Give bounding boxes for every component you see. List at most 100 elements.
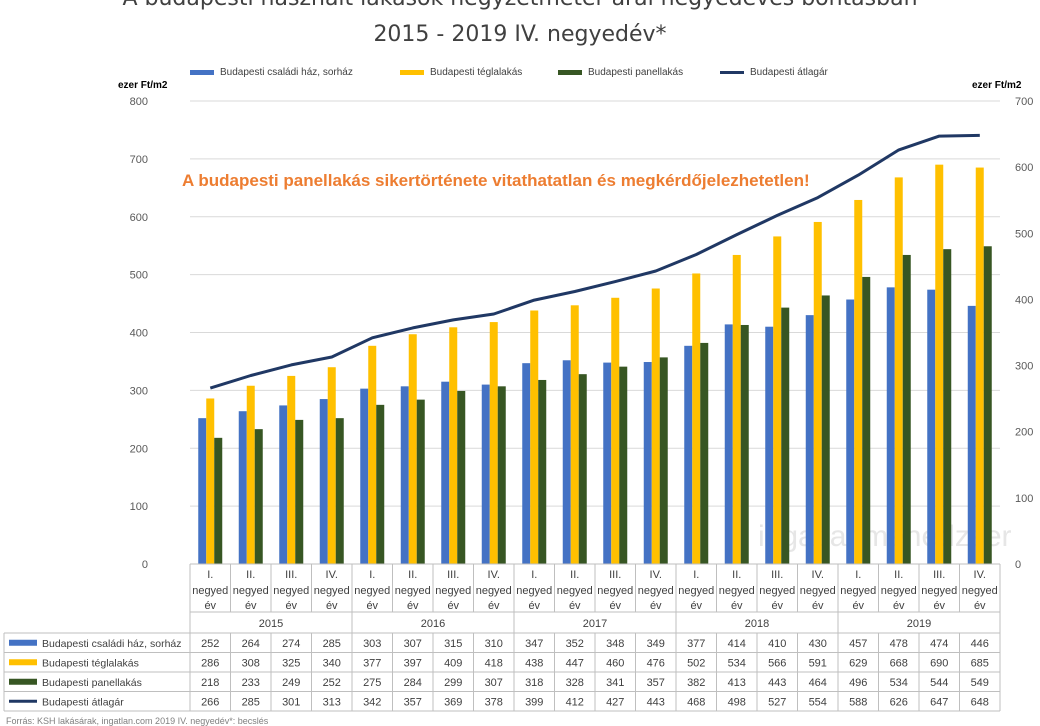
x-tick-negyed: negyed <box>840 585 876 597</box>
bar <box>732 254 741 564</box>
y-tick-label-right: 200 <box>1015 427 1033 439</box>
bar <box>700 342 709 564</box>
bar <box>522 363 531 564</box>
bar <box>854 199 863 564</box>
bar <box>238 411 247 564</box>
y-tick-label-right: 0 <box>1015 559 1021 571</box>
table-value: 378 <box>485 696 503 708</box>
table-value: 342 <box>363 696 381 708</box>
bar <box>603 362 612 564</box>
table-value: 349 <box>647 638 665 650</box>
x-tick-ev: év <box>690 600 702 612</box>
table-value: 252 <box>201 638 219 650</box>
bar <box>740 324 749 564</box>
line-layer <box>209 133 980 390</box>
table-value: 357 <box>404 696 422 708</box>
table-value: 308 <box>242 657 260 669</box>
legend-item-csaladi-haz: Budapesti családi ház, sorház <box>190 67 353 78</box>
x-tick-quarter: II. <box>570 569 579 581</box>
legend-swatch <box>400 70 424 75</box>
y-tick-label-left: 400 <box>130 328 148 340</box>
table-value: 647 <box>930 696 948 708</box>
table-series-name: Budapesti téglalakás <box>42 657 139 669</box>
table-value: 249 <box>282 677 300 689</box>
bar <box>943 249 952 564</box>
bar <box>643 362 652 564</box>
x-tick-quarter: II. <box>246 569 255 581</box>
x-tick-quarter: II. <box>732 569 741 581</box>
bar <box>611 297 620 564</box>
x-tick-ev: év <box>488 600 500 612</box>
x-tick-year: 2017 <box>583 618 607 630</box>
table-value: 233 <box>242 677 260 689</box>
bar <box>935 164 944 564</box>
table-value: 275 <box>363 677 381 689</box>
bar <box>886 287 895 564</box>
x-tick-ev: év <box>852 600 864 612</box>
x-tick-quarter: I. <box>207 569 213 581</box>
bar <box>773 236 782 565</box>
table-series-name: Budapesti átlagár <box>42 696 124 708</box>
legend-label: Budapesti téglalakás <box>430 67 523 78</box>
legend-swatch <box>558 70 582 75</box>
axes-layer: 0 100 200 300 400 500 600 700 800 0 100 200 300 400 50… <box>130 96 1034 571</box>
table-value: 264 <box>242 638 260 650</box>
table-value: 544 <box>930 677 948 689</box>
table-value: 397 <box>404 657 422 669</box>
legend-item-panellakas: Budapesti panellakás <box>558 67 683 78</box>
bar <box>578 374 587 564</box>
table-value: 347 <box>525 638 543 650</box>
table-value: 464 <box>809 677 827 689</box>
x-tick-quarter: IV. <box>326 569 338 581</box>
bar <box>400 386 409 564</box>
bar <box>360 388 369 564</box>
bar <box>457 390 466 564</box>
x-tick-negyed: negyed <box>435 585 471 597</box>
x-tick-quarter: I. <box>693 569 699 581</box>
chart-title-line2: 2015 - 2019 IV. negyedév* <box>373 22 667 47</box>
bars-layer <box>198 164 992 565</box>
table-value: 301 <box>282 696 300 708</box>
bar <box>327 367 336 564</box>
table-value: 318 <box>525 677 543 689</box>
y-tick-label-left: 500 <box>130 270 148 282</box>
x-tick-quarter: III. <box>285 569 297 581</box>
table-legend-key <box>9 659 37 666</box>
x-tick-negyed: negyed <box>759 585 795 597</box>
x-tick-quarter: IV. <box>974 569 986 581</box>
y-tick-label-left: 800 <box>130 96 148 108</box>
table-value: 457 <box>849 638 867 650</box>
table-value: 266 <box>201 696 219 708</box>
x-tick-quarter: II. <box>408 569 417 581</box>
table-value: 468 <box>687 696 705 708</box>
x-tick-negyed: negyed <box>314 585 350 597</box>
y-tick-label-left: 700 <box>130 154 148 166</box>
bar <box>983 246 992 565</box>
legend-label: Budapesti panellakás <box>588 67 684 78</box>
bar <box>724 324 733 564</box>
series-line-atlagar <box>209 133 980 390</box>
bar <box>862 276 871 564</box>
x-tick-ev: év <box>407 600 419 612</box>
legend: Budapesti családi ház, sorház Budapesti … <box>190 67 890 83</box>
x-tick-negyed: negyed <box>273 585 309 597</box>
table-value: 369 <box>444 696 462 708</box>
bar <box>692 273 701 564</box>
table-value: 341 <box>606 677 624 689</box>
x-tick-quarter: IV. <box>650 569 662 581</box>
x-tick-ev: év <box>933 600 945 612</box>
table-value: 299 <box>444 677 462 689</box>
table-value: 307 <box>485 677 503 689</box>
bar <box>441 381 450 564</box>
table-value: 474 <box>930 638 948 650</box>
table-value: 285 <box>242 696 260 708</box>
table-value: 690 <box>930 657 948 669</box>
table-value: 413 <box>728 677 746 689</box>
table-value: 328 <box>566 677 584 689</box>
table-value: 685 <box>971 657 989 669</box>
x-tick-ev: év <box>204 600 216 612</box>
table-value: 626 <box>890 696 908 708</box>
footnote: Forrás: KSH lakásárak, ingatlan.com 2019… <box>6 716 269 726</box>
x-tick-quarter: III. <box>771 569 783 581</box>
bar <box>975 167 984 564</box>
